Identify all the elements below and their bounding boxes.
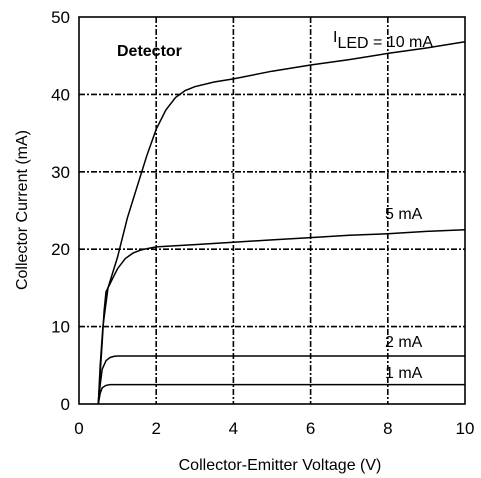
- x-tick-label: 10: [456, 419, 475, 438]
- x-tick-label: 4: [229, 419, 238, 438]
- curves: [97, 41, 466, 405]
- series-label-suffix: = 10 mA: [369, 34, 434, 51]
- x-tick-label: 8: [383, 419, 392, 438]
- series-label-prefix: I: [333, 29, 337, 46]
- y-tick-label: 0: [61, 395, 70, 414]
- y-tick-label: 10: [51, 318, 70, 337]
- plot-frame: [78, 16, 466, 405]
- chart-title: Detector: [117, 43, 182, 60]
- x-tick-label: 2: [151, 419, 160, 438]
- y-tick-label: 50: [51, 8, 70, 27]
- x-tick-label: 6: [306, 419, 315, 438]
- series-labels: ILED = 10 mA 5 mA 2 mA 1 mA: [333, 29, 433, 382]
- series-line-1: [97, 229, 466, 405]
- series-label-1: 5 mA: [385, 206, 423, 223]
- grid-lines: [79, 17, 465, 404]
- x-axis-label: Collector-Emitter Voltage (V): [179, 457, 382, 474]
- y-tick-label: 40: [51, 85, 70, 104]
- series-line-0: [97, 41, 466, 405]
- y-tick-label: 20: [51, 240, 70, 259]
- x-tick-label: 0: [74, 419, 83, 438]
- series-line-3: [97, 383, 465, 405]
- y-axis-label: Collector Current (mA): [14, 130, 31, 290]
- tick-labels: 0 2 4 6 8 10 0 10 20 30 40 50: [51, 8, 474, 438]
- series-label-2: 2 mA: [385, 334, 423, 351]
- series-label-3: 1 mA: [385, 365, 423, 382]
- series-label-0: ILED = 10 mA: [333, 29, 433, 52]
- y-tick-label: 30: [51, 163, 70, 182]
- series-line-2: [97, 355, 465, 405]
- series-label-subscript: LED: [337, 35, 368, 52]
